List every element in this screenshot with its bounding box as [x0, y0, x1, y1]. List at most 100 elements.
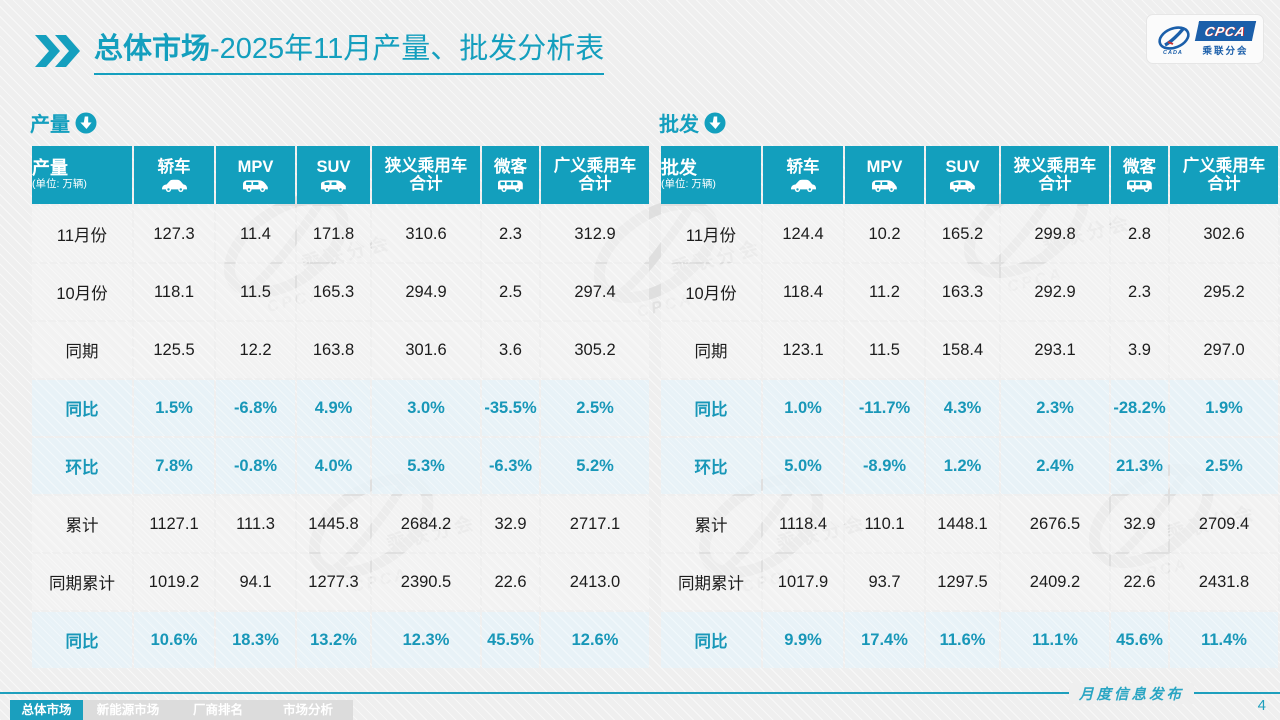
- table-cell: -8.9%: [845, 438, 924, 494]
- production-section: 产量 产量 (单位: 万辆) 轿车 MPV SUV 狭义乘用车 合计 微客 广义乘用车 合计 1…: [30, 108, 651, 670]
- double-chevron-icon: [34, 34, 82, 73]
- row-label: 环比: [661, 438, 761, 494]
- table-cell: 12.2: [216, 322, 295, 378]
- tab-overall-market[interactable]: 总体市场: [10, 700, 83, 720]
- table-row: 累计 1127.1 111.3 1445.8 2684.2 32.9 2717.1: [32, 496, 649, 552]
- wholesale-section: 批发 批发 (单位: 万辆) 轿车 MPV SUV 狭义乘用车 合计 微客 广义乘用车 合计 1…: [659, 108, 1280, 670]
- table-cell: 5.2%: [541, 438, 649, 494]
- column-header: SUV: [926, 146, 999, 204]
- table-row: 同期累计 1017.9 93.7 1297.5 2409.2 22.6 2431.8: [661, 554, 1278, 610]
- table-cell: 293.1: [1001, 322, 1109, 378]
- table-cell: 1445.8: [297, 496, 370, 552]
- table-cell: 1019.2: [134, 554, 214, 610]
- cpca-wordmark: CPCA 乘联分会: [1194, 21, 1257, 57]
- table-cell: 310.6: [372, 206, 480, 262]
- table-cell: 17.4%: [845, 612, 924, 668]
- column-header: 狭义乘用车 合计: [1001, 146, 1109, 204]
- table-cell: 94.1: [216, 554, 295, 610]
- table-title-cell: 产量 (单位: 万辆): [32, 146, 132, 204]
- page-number: 4: [1257, 697, 1266, 714]
- column-header-label: SUV: [945, 157, 980, 176]
- cpca-acronym: CPCA: [1194, 21, 1257, 41]
- table-row: 同期 125.5 12.2 163.8 301.6 3.6 305.2: [32, 322, 649, 378]
- table-cell: 292.9: [1001, 264, 1109, 320]
- svg-text:CADA: CADA: [1163, 50, 1183, 56]
- table-cell: 11.2: [845, 264, 924, 320]
- tab-nev-market[interactable]: 新能源市场: [83, 700, 173, 720]
- tab-oem-ranking[interactable]: 厂商排名: [173, 700, 263, 720]
- suv-icon: [320, 178, 347, 193]
- table-row: 同比 1.5% -6.8% 4.9% 3.0% -35.5% 2.5%: [32, 380, 649, 436]
- table-cell: -11.7%: [845, 380, 924, 436]
- table-cell: 3.0%: [372, 380, 480, 436]
- column-header: 微客: [482, 146, 539, 204]
- row-label: 10月份: [32, 264, 132, 320]
- column-header: 轿车: [134, 146, 214, 204]
- table-cell: 1448.1: [926, 496, 999, 552]
- cpca-logo: CADA CPCA 乘联分会: [1146, 14, 1264, 64]
- cpca-subtitle: 乘联分会: [1202, 46, 1249, 57]
- table-cell: 10.2: [845, 206, 924, 262]
- table-cell: 2431.8: [1170, 554, 1278, 610]
- column-header: 微客: [1111, 146, 1168, 204]
- table-cell: 21.3%: [1111, 438, 1168, 494]
- table-cell: 2709.4: [1170, 496, 1278, 552]
- row-label: 11月份: [32, 206, 132, 262]
- production-label: 产量: [30, 114, 70, 136]
- row-label: 同期: [32, 322, 132, 378]
- table-cell: 45.5%: [482, 612, 539, 668]
- suv-icon: [949, 178, 976, 193]
- column-header-label: 轿车: [786, 157, 820, 176]
- column-header: 广义乘用车 合计: [541, 146, 649, 204]
- mpv-icon: [242, 178, 269, 193]
- table-cell: 11.4%: [1170, 612, 1278, 668]
- table-cell: 110.1: [845, 496, 924, 552]
- table-unit: (单位: 万辆): [661, 178, 716, 190]
- production-table: 产量 (单位: 万辆) 轿车 MPV SUV 狭义乘用车 合计 微客 广义乘用车 合计 11月份…: [30, 144, 651, 670]
- column-header-label: 广义乘用车 合计: [553, 157, 637, 193]
- table-cell: -6.3%: [482, 438, 539, 494]
- wholesale-label: 批发: [659, 114, 699, 136]
- table-cell: 2409.2: [1001, 554, 1109, 610]
- table-cell: -28.2%: [1111, 380, 1168, 436]
- table-cell: 158.4: [926, 322, 999, 378]
- column-header: SUV: [297, 146, 370, 204]
- table-cell: 2.8: [1111, 206, 1168, 262]
- tab-market-analysis[interactable]: 市场分析: [263, 700, 353, 720]
- table-cell: 4.3%: [926, 380, 999, 436]
- column-header-label: 轿车: [157, 157, 191, 176]
- column-header-label: 微客: [494, 157, 527, 176]
- table-cell: 312.9: [541, 206, 649, 262]
- row-label: 10月份: [661, 264, 761, 320]
- table-cell: 1.2%: [926, 438, 999, 494]
- column-header-label: 狭义乘用车 合计: [1013, 157, 1097, 193]
- release-label: 月度信息发布: [1069, 683, 1194, 704]
- table-row: 环比 5.0% -8.9% 1.2% 2.4% 21.3% 2.5%: [661, 438, 1278, 494]
- table-row: 11月份 127.3 11.4 171.8 310.6 2.3 312.9: [32, 206, 649, 262]
- header-row: 批发 (单位: 万辆) 轿车 MPV SUV 狭义乘用车 合计 微客 广义乘用车 合计: [661, 146, 1278, 204]
- table-cell: 5.3%: [372, 438, 480, 494]
- table-cell: 127.3: [134, 206, 214, 262]
- table-cell: 45.6%: [1111, 612, 1168, 668]
- table-cell: -0.8%: [216, 438, 295, 494]
- row-label: 同期累计: [32, 554, 132, 610]
- sedan-icon: [790, 178, 817, 193]
- table-row: 同期累计 1019.2 94.1 1277.3 2390.5 22.6 2413.0: [32, 554, 649, 610]
- table-row: 累计 1118.4 110.1 1448.1 2676.5 32.9 2709.4: [661, 496, 1278, 552]
- table-cell: 171.8: [297, 206, 370, 262]
- row-label: 累计: [661, 496, 761, 552]
- title-row: 总体市场-2025年11月产量、批发分析表: [34, 30, 605, 75]
- table-cell: 2.4%: [1001, 438, 1109, 494]
- table-row: 10月份 118.1 11.5 165.3 294.9 2.5 297.4: [32, 264, 649, 320]
- table-title: 批发: [661, 158, 697, 178]
- table-cell: 305.2: [541, 322, 649, 378]
- row-label: 同比: [32, 612, 132, 668]
- table-cell: 32.9: [482, 496, 539, 552]
- table-cell: 93.7: [845, 554, 924, 610]
- table-title-cell: 批发 (单位: 万辆): [661, 146, 761, 204]
- table-cell: 165.3: [297, 264, 370, 320]
- table-row: 11月份 124.4 10.2 165.2 299.8 2.8 302.6: [661, 206, 1278, 262]
- table-cell: 2.3: [1111, 264, 1168, 320]
- wholesale-table: 批发 (单位: 万辆) 轿车 MPV SUV 狭义乘用车 合计 微客 广义乘用车 合计 11月份…: [659, 144, 1280, 670]
